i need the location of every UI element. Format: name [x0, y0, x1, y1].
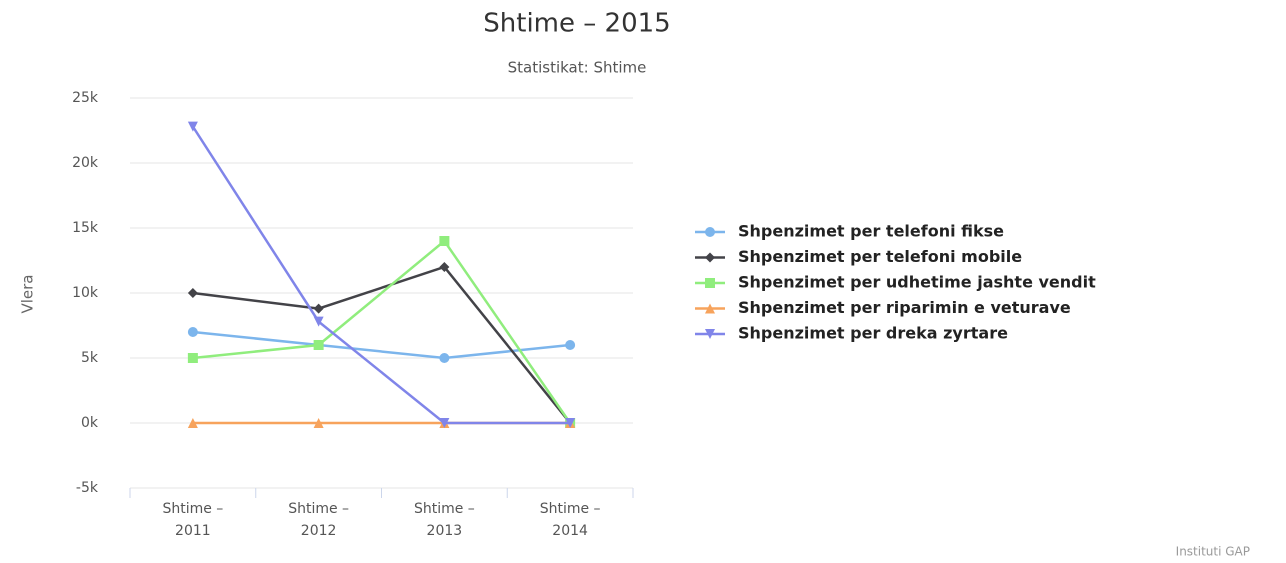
legend-label: Shpenzimet per telefoni mobile: [738, 247, 1022, 266]
x-tick-label: Shtime – 2013: [413, 501, 475, 539]
y-tick-label: 25k: [72, 90, 99, 106]
marker: [187, 288, 198, 298]
series-line: [192, 239, 572, 424]
marker: [187, 327, 198, 337]
marker: [439, 262, 450, 272]
legend-label: Shpenzimet per riparimin e veturave: [738, 298, 1071, 317]
marker: [313, 418, 324, 428]
marker: [313, 340, 324, 350]
series-line: [191, 125, 571, 425]
marker: [439, 353, 450, 363]
marker: [565, 340, 576, 350]
y-tick-label: 10k: [72, 285, 99, 301]
y-tick-label: -5k: [76, 480, 99, 496]
chart-title: Shtime – 2015: [483, 9, 670, 39]
chart-subtitle: Statistikat: Shtime: [508, 59, 647, 77]
marker: [565, 418, 576, 428]
marker: [313, 316, 324, 327]
x-tick-label: Shtime – 2011: [162, 501, 224, 539]
marker: [705, 329, 715, 339]
credit: Instituti GAP: [1176, 545, 1250, 559]
y-tick-label: 0k: [81, 415, 99, 431]
marker: [187, 121, 198, 132]
marker: [313, 303, 324, 314]
x-tick-label-box: Shtime – 2013: [413, 501, 475, 539]
legend-label: Shpenzimet per telefoni fikse: [738, 222, 1004, 241]
y-axis-title: Vlera: [19, 274, 37, 313]
x-tick-label-box: Shtime – 2012: [288, 501, 350, 539]
marker: [187, 418, 198, 428]
x-tick-label: Shtime – 2012: [288, 501, 350, 539]
series-line: [192, 265, 572, 424]
marker: [439, 236, 450, 246]
marker: [439, 418, 450, 428]
x-tick-label-box: Shtime – 2014: [539, 501, 601, 539]
y-tick-label: 5k: [81, 350, 99, 366]
marker: [705, 278, 715, 288]
series-line: [192, 330, 571, 360]
legend-label: Shpenzimet per udhetime jashte vendit: [738, 273, 1096, 292]
y-tick-label: 20k: [72, 155, 99, 171]
x-tick-label-box: Shtime – 2011: [162, 501, 224, 539]
x-tick-label: Shtime – 2014: [539, 501, 601, 539]
marker: [705, 227, 715, 237]
y-tick-label: 15k: [72, 220, 99, 236]
marker: [705, 252, 715, 263]
legend-label: Shpenzimet per dreka zyrtare: [738, 324, 1008, 343]
marker: [705, 303, 715, 314]
marker: [187, 353, 198, 363]
